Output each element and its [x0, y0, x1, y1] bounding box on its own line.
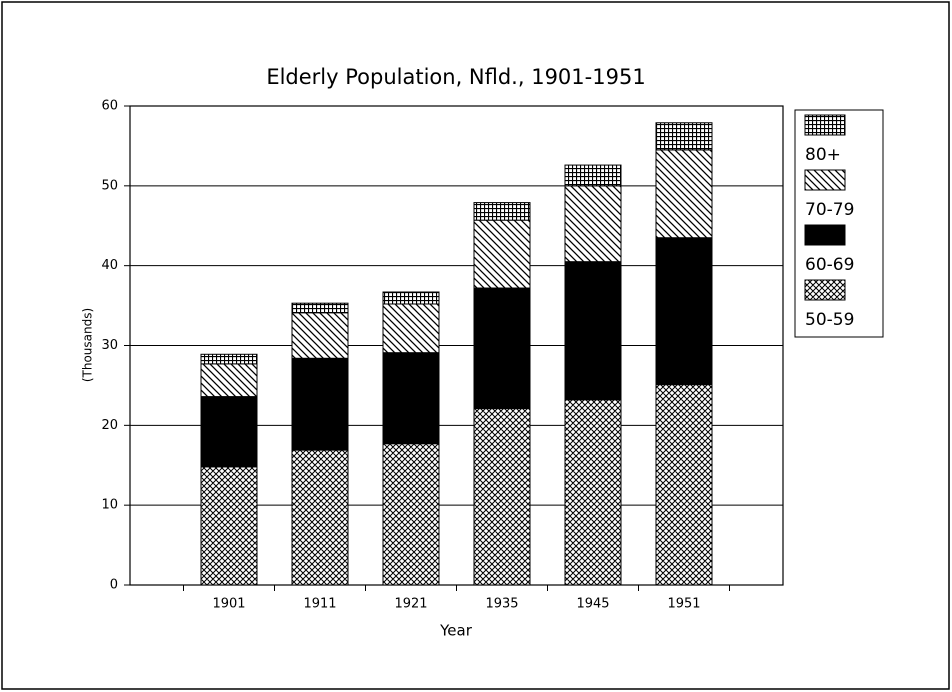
- legend-swatch: [804, 279, 846, 301]
- bar-segment: [473, 219, 531, 289]
- bar-segment: [655, 149, 713, 239]
- bar-segment: [291, 302, 349, 314]
- bar-segment: [291, 312, 349, 359]
- bar-segment: [291, 357, 349, 451]
- bar-segment: [473, 202, 531, 221]
- bar-segment: [473, 408, 531, 586]
- chart-title: Elderly Population, Nfld., 1901-1951: [266, 65, 645, 89]
- legend-swatch: [804, 224, 846, 246]
- bar-segment: [382, 303, 440, 354]
- bar-segment: [200, 353, 258, 365]
- bar-segment: [564, 185, 622, 263]
- x-tick-label: 1911: [303, 597, 336, 612]
- y-tick-label: 20: [101, 418, 118, 433]
- bar-segment: [564, 261, 622, 401]
- bar-segment: [564, 399, 622, 586]
- y-tick-label: 60: [101, 99, 118, 114]
- legend-swatch: [804, 169, 846, 191]
- bar-segment: [655, 384, 713, 586]
- bar-segment: [655, 237, 713, 386]
- legend-swatch: [804, 114, 846, 136]
- legend-label: 70-79: [805, 200, 854, 220]
- bar-segment: [382, 443, 440, 586]
- x-tick-label: 1945: [576, 597, 609, 612]
- bar-segment: [200, 363, 258, 398]
- legend-label: 50-59: [805, 310, 854, 330]
- x-tick-label: 1951: [667, 597, 700, 612]
- x-tick-label: 1901: [212, 597, 245, 612]
- legend-label: 80+: [805, 145, 841, 165]
- y-tick-label: 30: [101, 338, 118, 353]
- bar-segment: [291, 449, 349, 586]
- y-axis-label: (Thousands): [81, 308, 95, 382]
- bar-segment: [473, 287, 531, 410]
- bar-segment: [200, 466, 258, 586]
- y-tick-label: 40: [101, 258, 118, 273]
- y-tick-label: 10: [101, 498, 118, 513]
- x-tick-label: 1921: [394, 597, 427, 612]
- bar-segment: [564, 164, 622, 187]
- x-axis-label: Year: [439, 622, 473, 640]
- bar-segment: [382, 291, 440, 305]
- bar-segment: [200, 396, 258, 468]
- legend-label: 60-69: [805, 255, 854, 275]
- bar-segment: [655, 122, 713, 151]
- bar-segment: [382, 352, 440, 445]
- y-tick-label: 0: [110, 578, 118, 593]
- x-tick-label: 1935: [485, 597, 518, 612]
- y-tick-label: 50: [101, 178, 118, 193]
